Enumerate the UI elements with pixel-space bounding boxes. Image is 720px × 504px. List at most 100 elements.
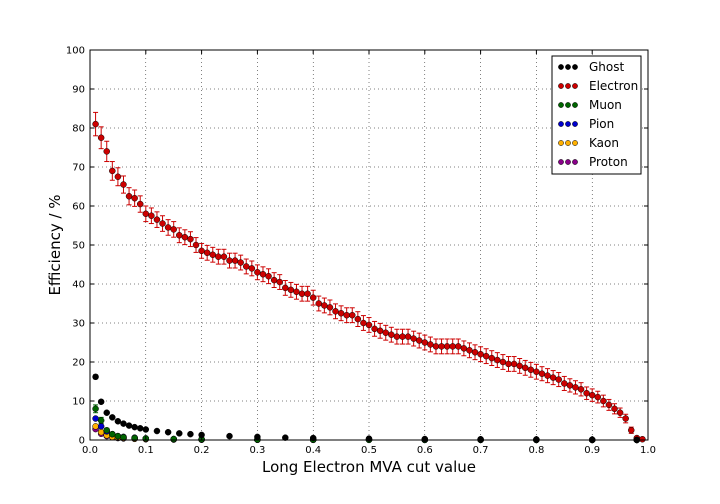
data-point-ghost xyxy=(136,425,144,432)
data-point-ghost xyxy=(109,414,116,421)
data-point-electron xyxy=(404,333,412,340)
data-point-electron xyxy=(577,386,585,393)
x-tick-label: 0.6 xyxy=(417,445,433,456)
data-point-electron xyxy=(192,241,200,249)
legend-box xyxy=(551,55,642,175)
data-point-electron xyxy=(533,368,540,375)
legend-label-electron: Electron xyxy=(589,79,638,93)
data-point-electron xyxy=(516,362,523,370)
legend-marker-ghost xyxy=(558,64,564,70)
legend-marker-kaon xyxy=(565,140,571,146)
data-point-electron xyxy=(639,435,646,443)
legend-marker-electron xyxy=(572,83,578,89)
data-point-electron xyxy=(187,235,194,243)
data-point-electron xyxy=(605,401,613,409)
data-point-electron xyxy=(611,405,618,413)
x-tick-label: 0.8 xyxy=(528,445,544,456)
data-point-electron xyxy=(600,397,607,405)
data-point-electron xyxy=(494,356,501,364)
data-point-electron xyxy=(432,343,440,350)
data-point-electron xyxy=(572,384,579,391)
y-tick-label: 50 xyxy=(72,241,85,252)
y-tick-label: 80 xyxy=(72,124,85,135)
legend-label-pion: Pion xyxy=(589,117,614,131)
data-point-electron xyxy=(131,194,138,202)
x-tick-label: 0.2 xyxy=(194,445,210,456)
data-point-muon xyxy=(120,434,127,441)
data-point-ghost xyxy=(187,430,194,438)
data-point-electron xyxy=(466,347,473,354)
legend-marker-pion xyxy=(565,121,571,127)
data-point-electron xyxy=(242,263,250,270)
data-point-electron xyxy=(566,382,574,389)
data-point-electron xyxy=(365,321,373,329)
legend-marker-kaon xyxy=(558,140,564,146)
y-tick-label: 90 xyxy=(72,85,85,96)
y-axis-label: Efficiency / % xyxy=(46,194,64,295)
y-tick-label: 30 xyxy=(72,319,85,330)
data-point-muon xyxy=(97,417,105,424)
data-point-electron xyxy=(594,393,602,401)
x-tick-label: 0.1 xyxy=(138,445,154,456)
data-point-electron xyxy=(181,233,189,241)
data-point-electron xyxy=(259,271,267,278)
data-point-electron xyxy=(265,272,272,280)
data-point-electron xyxy=(309,294,317,301)
data-point-electron xyxy=(209,251,217,258)
data-point-electron xyxy=(616,409,624,416)
legend-label-proton: Proton xyxy=(589,155,628,169)
legend: Ghost Electron Muon Pion Kaon Proton xyxy=(551,55,642,175)
y-tick-label: 70 xyxy=(72,163,85,174)
data-point-kaon xyxy=(92,423,99,430)
data-point-electron xyxy=(549,374,557,381)
axis-ticks: 0.0 0.1 0.2 0.3 0.4 0.5 0.6 0.7 0.8 0.9 1.0 0 10 20 30… xyxy=(66,46,656,457)
data-point-electron xyxy=(399,333,406,340)
data-point-ghost xyxy=(153,427,161,435)
data-point-electron xyxy=(360,319,367,327)
data-point-electron xyxy=(298,290,306,297)
data-point-electron xyxy=(125,193,133,200)
data-point-electron xyxy=(471,349,479,356)
data-point-electron xyxy=(153,216,161,223)
data-point-electron xyxy=(237,259,244,266)
data-point-electron xyxy=(588,391,596,399)
data-point-muon xyxy=(170,435,177,443)
data-point-electron xyxy=(354,315,362,323)
legend-marker-electron xyxy=(558,83,564,89)
data-point-electron xyxy=(293,288,300,296)
legend-marker-electron xyxy=(565,83,571,89)
data-point-electron xyxy=(382,329,389,336)
data-point-electron xyxy=(449,343,456,350)
data-point-ghost xyxy=(131,423,138,431)
data-point-electron xyxy=(226,257,233,264)
y-tick-label: 10 xyxy=(72,397,85,408)
data-point-muon xyxy=(114,432,122,440)
data-point-electron xyxy=(583,389,590,397)
data-point-electron xyxy=(410,335,417,342)
data-point-electron xyxy=(198,247,205,255)
data-point-electron xyxy=(109,167,116,175)
x-tick-label: 0.0 xyxy=(82,445,98,456)
data-point-electron xyxy=(315,300,323,307)
data-point-electron xyxy=(521,364,529,372)
data-point-electron xyxy=(321,302,328,309)
data-point-electron xyxy=(220,253,228,260)
data-point-electron xyxy=(136,200,144,208)
x-tick-label: 0.5 xyxy=(361,445,377,456)
data-point-ghost xyxy=(282,434,289,441)
data-point-electron xyxy=(159,220,166,227)
data-point-electron xyxy=(326,304,334,311)
data-point-electron xyxy=(477,350,484,358)
x-tick-label: 1.0 xyxy=(640,445,656,456)
data-point-ghost xyxy=(226,432,233,440)
legend-label-muon: Muon xyxy=(589,98,622,112)
data-point-electron xyxy=(415,337,423,344)
data-point-ghost xyxy=(125,422,133,429)
data-point-electron xyxy=(276,278,283,286)
legend-label-kaon: Kaon xyxy=(589,136,619,150)
data-point-electron xyxy=(438,343,445,350)
data-point-electron xyxy=(164,224,172,231)
data-point-electron xyxy=(455,343,462,350)
x-tick-label: 0.7 xyxy=(473,445,489,456)
data-point-electron xyxy=(120,181,127,188)
